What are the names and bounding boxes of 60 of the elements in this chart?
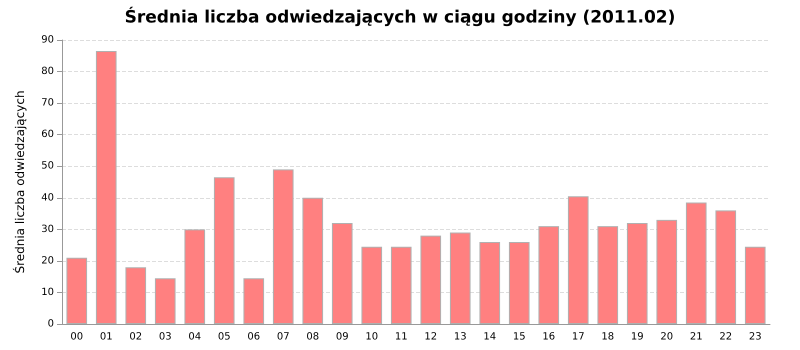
- bar: [272, 169, 294, 324]
- bar: [154, 278, 176, 324]
- x-tick-label: 21: [690, 332, 703, 342]
- x-tick-label: 00: [70, 332, 84, 342]
- x-tick-label: 04: [188, 332, 202, 342]
- bar: [450, 232, 471, 324]
- bar: [479, 242, 500, 324]
- x-tick-label: 06: [247, 332, 260, 342]
- bar: [184, 229, 206, 324]
- x-tick-label: 19: [630, 332, 644, 342]
- x-tick-label: 09: [336, 332, 349, 342]
- x-tick-label: 20: [660, 332, 674, 342]
- y-axis-title: Średnia liczba odwiedzających: [12, 90, 27, 274]
- y-tick-label: 10: [41, 286, 54, 298]
- x-tick-label: 11: [394, 332, 408, 342]
- x-tick-label: 03: [158, 332, 172, 342]
- bar: [302, 198, 324, 324]
- bar: [125, 267, 146, 324]
- bar: [597, 226, 618, 324]
- x-tick-label: 17: [572, 332, 585, 342]
- bar: [538, 226, 560, 324]
- bar: [243, 278, 264, 324]
- x-tick-label: 22: [719, 332, 732, 342]
- x-tick-label: 18: [601, 332, 614, 342]
- x-tick-label: 16: [542, 332, 556, 342]
- bar: [508, 242, 530, 324]
- x-tick-label: 15: [512, 332, 526, 342]
- bar: [66, 258, 88, 324]
- x-tick-label: 10: [365, 332, 378, 342]
- bar: [568, 196, 589, 324]
- y-tick-label: 0: [48, 318, 54, 330]
- bar: [96, 51, 117, 324]
- bar: [214, 177, 235, 324]
- bar: [420, 236, 442, 324]
- x-tick-label: 01: [100, 332, 113, 342]
- y-tick-label: 50: [41, 160, 54, 172]
- x-tick-label: 14: [483, 332, 496, 342]
- bar: [744, 246, 766, 324]
- bar: [626, 223, 648, 324]
- x-tick-label: 05: [218, 332, 231, 342]
- bar: [715, 210, 736, 324]
- x-tick-label: 02: [129, 332, 142, 342]
- y-tick-label: 80: [41, 66, 54, 78]
- bar: [332, 223, 353, 324]
- bar: [686, 202, 707, 324]
- bar: [390, 246, 412, 324]
- chart-title: Średnia liczba odwiedzających w ciągu godziny (2011.02): [124, 6, 676, 28]
- y-tick-label: 70: [41, 98, 54, 109]
- x-tick-label: 13: [454, 332, 467, 342]
- x-tick-label: 07: [276, 332, 290, 342]
- x-tick-label: 08: [306, 332, 320, 342]
- x-tick-label: 23: [748, 332, 762, 342]
- bar: [656, 220, 678, 324]
- x-tick-label: 12: [424, 332, 438, 342]
- bar: [361, 246, 382, 324]
- y-tick-label: 20: [41, 255, 54, 266]
- y-tick-label: 90: [41, 34, 54, 46]
- y-tick-label: 40: [41, 192, 54, 204]
- y-tick-label: 30: [41, 224, 54, 235]
- y-tick-label: 60: [41, 129, 54, 140]
